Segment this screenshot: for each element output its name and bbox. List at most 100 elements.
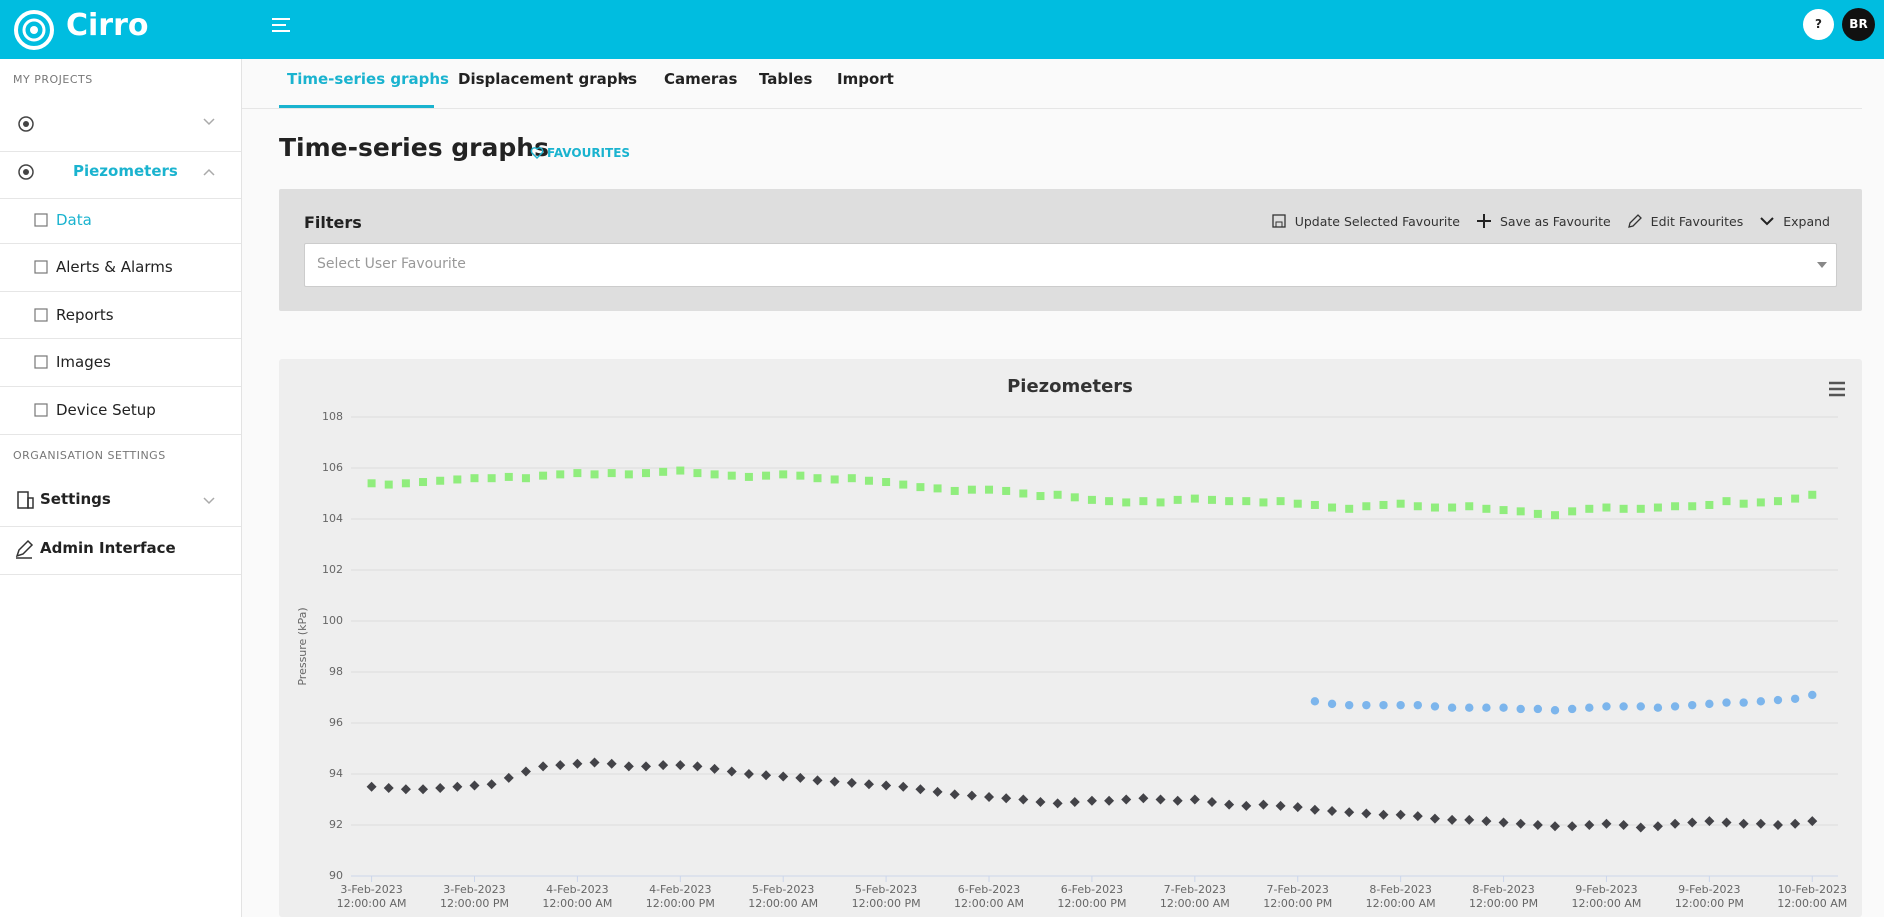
data-point (1601, 818, 1612, 829)
tab[interactable]: Cameras (664, 70, 738, 88)
chevron[interactable] (202, 117, 216, 127)
data-point (932, 786, 943, 797)
data-point (1395, 809, 1406, 820)
data-point (1327, 805, 1338, 816)
data-point (1567, 704, 1577, 714)
sidebar: MY PROJECTS Piezometers ORGANISATION SET… (0, 59, 242, 917)
heart-icon (530, 147, 544, 159)
data-point (1722, 698, 1731, 707)
data-point (1722, 497, 1731, 506)
data-point (1704, 816, 1715, 827)
data-point (1156, 498, 1165, 507)
data-point (1515, 818, 1526, 829)
data-point (898, 781, 909, 792)
data-point (503, 772, 514, 783)
action[interactable]: Save as Favourite (1476, 213, 1611, 229)
nav-item[interactable]: Alerts & Alarms (56, 258, 173, 276)
data-point (1670, 818, 1681, 829)
data-point (658, 760, 669, 771)
data-point (915, 784, 926, 795)
favourites-link[interactable]: FAVOURITES (547, 146, 631, 160)
data-point (1739, 698, 1748, 707)
data-point (1499, 703, 1508, 712)
data-point (1122, 498, 1131, 507)
menu-button[interactable] (270, 16, 292, 34)
data-point (383, 783, 394, 794)
tab[interactable]: Tables (759, 70, 813, 88)
avatar[interactable]: BR (1842, 8, 1875, 41)
y-tick-label: 104 (322, 512, 343, 525)
data-point (1430, 702, 1440, 711)
data-point (1550, 706, 1560, 715)
x-tick-label: 6-Feb-2023 12:00:00 AM (954, 883, 1024, 910)
data-point (1584, 820, 1595, 830)
action[interactable]: Expand (1759, 213, 1830, 229)
data-point (1448, 503, 1457, 512)
data-point (933, 484, 942, 493)
data-point (985, 485, 994, 494)
data-point (1121, 794, 1132, 805)
nav-item[interactable]: Reports (56, 306, 114, 324)
data-point (1738, 818, 1749, 829)
data-point (813, 474, 822, 483)
favourite-select[interactable]: Select User Favourite (304, 243, 1837, 287)
data-point (573, 469, 582, 478)
data-point (710, 470, 719, 479)
x-tick-label: 10-Feb-2023 12:00:00 AM (1777, 883, 1848, 910)
tab[interactable]: Time-series graphs (287, 70, 449, 88)
data-point (1705, 699, 1714, 709)
data-point (762, 471, 771, 480)
data-point (486, 779, 497, 790)
nav-item[interactable]: Settings (40, 490, 111, 508)
data-point (1173, 495, 1182, 504)
data-point (1019, 489, 1028, 498)
data-point (847, 474, 856, 483)
data-point (1585, 504, 1594, 513)
data-point (1036, 492, 1045, 501)
data-point (1619, 504, 1628, 513)
action[interactable]: Edit Favourites (1627, 213, 1743, 229)
chevron[interactable] (202, 496, 216, 506)
chart-menu[interactable] (1829, 381, 1845, 397)
nav-item[interactable]: Data (56, 211, 92, 229)
data-point (1465, 502, 1474, 511)
help-button[interactable]: ? (1803, 9, 1834, 40)
nav-icon (34, 403, 48, 417)
data-point (504, 472, 513, 481)
data-point (1412, 811, 1423, 822)
icon (1476, 214, 1491, 228)
data-point (520, 766, 531, 777)
data-point (1293, 499, 1302, 508)
data-point (1429, 813, 1440, 824)
data-point (400, 784, 411, 795)
data-point (743, 769, 754, 779)
x-tick-label: 7-Feb-2023 12:00:00 PM (1263, 883, 1333, 910)
project-item[interactable]: Piezometers (73, 162, 178, 180)
data-point (693, 469, 702, 478)
action[interactable]: Update Selected Favourite (1271, 213, 1460, 229)
nav-item[interactable]: Admin Interface (40, 539, 176, 557)
data-point (916, 483, 925, 492)
data-point (1242, 497, 1251, 506)
nav-item[interactable]: Device Setup (56, 401, 156, 419)
nav-icon (34, 213, 48, 227)
data-point (470, 474, 479, 483)
action-label: Update Selected Favourite (1294, 213, 1460, 229)
data-point (1498, 817, 1509, 828)
chart-title: Piezometers (1007, 376, 1133, 397)
y-tick-label: 100 (322, 614, 343, 627)
data-point (1310, 697, 1320, 706)
data-point (1292, 802, 1303, 813)
tab[interactable]: Import (837, 70, 894, 88)
data-point (1550, 821, 1561, 832)
nav-item[interactable]: Images (56, 353, 111, 371)
x-tick-label: 8-Feb-2023 12:00:00 PM (1469, 883, 1539, 910)
chevron[interactable] (202, 167, 216, 177)
tab[interactable]: Displacement graphs (458, 70, 638, 88)
data-point (899, 480, 908, 489)
data-point (1687, 817, 1698, 828)
nav-icon (34, 260, 48, 274)
y-tick-label: 94 (329, 767, 343, 780)
data-point (624, 470, 633, 479)
data-point (419, 478, 428, 487)
